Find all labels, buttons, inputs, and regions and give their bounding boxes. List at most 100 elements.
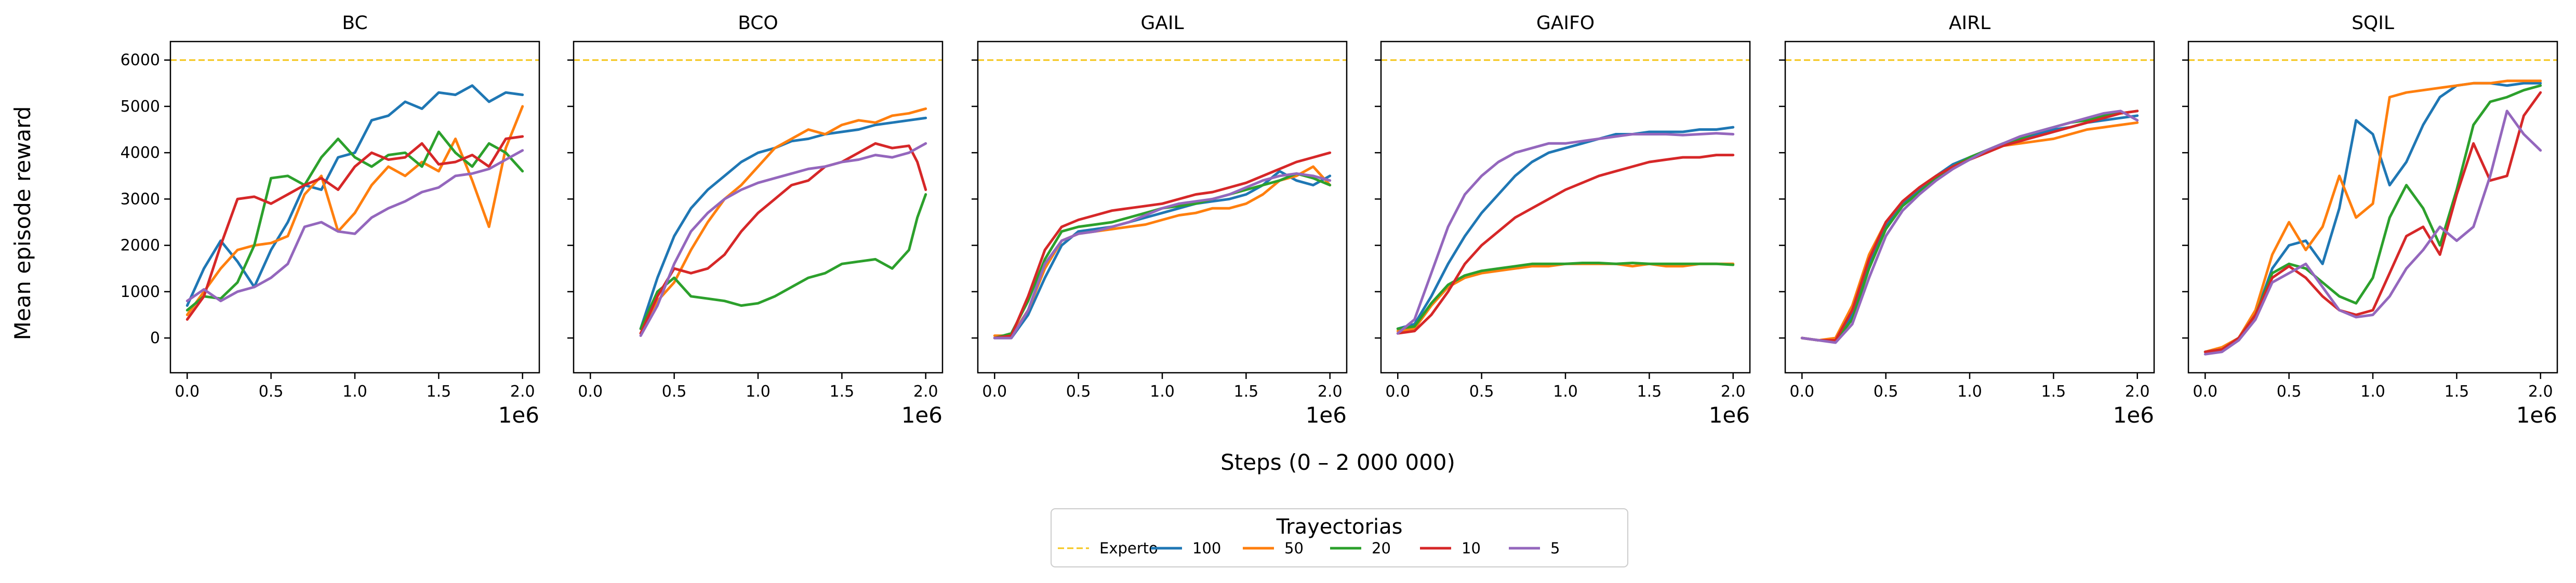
y-tick-label: 5000 (121, 98, 160, 116)
x-offset-label: 1e6 (2516, 402, 2557, 428)
x-tick-label: 1.5 (1234, 383, 1259, 401)
x-tick-label: 2.0 (2528, 383, 2553, 401)
legend-frame (1051, 508, 1628, 567)
panel-title: BC (342, 12, 367, 34)
y-tick-label: 6000 (121, 51, 160, 70)
legend-title: Trayectorias (1276, 515, 1403, 539)
axes-frame (2187, 40, 2558, 374)
series-line-5 (1800, 110, 2139, 344)
x-offset-label: 1e6 (498, 402, 539, 428)
panel-bc: BC 0 1000 2000 3000 4000 5000 6000 0.0 0.5 1.0 1.5 2… (121, 12, 540, 428)
series-line-10 (2203, 91, 2542, 354)
series-line-10 (639, 142, 927, 335)
series-line-100 (639, 116, 927, 330)
y-tick-label: 3000 (121, 190, 160, 208)
x-tick-label: 2.0 (913, 383, 938, 401)
axes-frame (977, 40, 1348, 374)
series-line-100 (993, 170, 1332, 340)
panel-title: SQIL (2352, 12, 2394, 34)
panel-title: AIRL (1949, 12, 1990, 34)
x-tick-label: 0.5 (1469, 383, 1494, 401)
panel-title: BCO (738, 12, 778, 34)
x-tick-label: 2.0 (1318, 383, 1343, 401)
x-tick-label: 1.0 (1957, 383, 1982, 401)
y-tick-label: 1000 (121, 283, 160, 301)
legend-label: 20 (1372, 539, 1391, 557)
legend-label: 100 (1192, 539, 1221, 557)
y-tick-label: 4000 (121, 144, 160, 162)
panels-group: BC 0 1000 2000 3000 4000 5000 6000 0.0 0.5 1.0 1.5 2… (121, 12, 2558, 428)
panel-title: GAIL (1140, 12, 1184, 34)
legend: Trayectorias Experto 100 50 20 10 5 (1051, 508, 1628, 567)
legend-label: Experto (1099, 539, 1158, 557)
series-line-20 (1800, 110, 2139, 342)
x-tick-label: 0.5 (1066, 383, 1091, 401)
x-tick-label: 0.0 (1385, 383, 1410, 401)
series-line-50 (993, 165, 1332, 337)
x-tick-label: 1.5 (1637, 383, 1662, 401)
series-line-50 (2203, 79, 2542, 354)
x-tick-label: 0.0 (578, 383, 603, 401)
x-tick-label: 1.0 (746, 383, 771, 401)
x-offset-label: 1e6 (1709, 402, 1750, 428)
axes-frame (573, 40, 944, 374)
series-line-5 (639, 142, 927, 337)
x-tick-label: 0.0 (982, 383, 1007, 401)
x-offset-label: 1e6 (1306, 402, 1347, 428)
x-offset-label: 1e6 (2113, 402, 2154, 428)
x-tick-label: 0.5 (2277, 383, 2302, 401)
x-tick-label: 1.5 (2445, 383, 2469, 401)
x-tick-label: 0.5 (1874, 383, 1898, 401)
x-tick-label: 0.0 (175, 383, 200, 401)
x-axis-title: Steps (0 – 2 000 000) (1220, 450, 1455, 475)
x-tick-label: 1.5 (830, 383, 855, 401)
x-tick-label: 0.5 (662, 383, 687, 401)
legend-items: Experto 100 50 20 10 5 (1058, 539, 1560, 557)
series-line-20 (1396, 262, 1735, 330)
x-tick-label: 2.0 (1721, 383, 1746, 401)
series-line-5 (993, 172, 1332, 340)
x-tick-label: 1.0 (1553, 383, 1578, 401)
x-tick-label: 2.0 (2125, 383, 2150, 401)
series-line-5 (2203, 110, 2542, 356)
x-tick-label: 1.0 (2360, 383, 2385, 401)
x-tick-label: 1.5 (427, 383, 452, 401)
y-tick-label: 2000 (121, 237, 160, 255)
y-tick-label: 0 (150, 329, 160, 347)
x-tick-label: 1.0 (342, 383, 367, 401)
y-axis-title: Mean episode reward (10, 106, 35, 341)
series-line-50 (185, 105, 524, 316)
x-tick-label: 2.0 (510, 383, 535, 401)
series-line-5 (1396, 132, 1735, 335)
x-tick-label: 1.5 (2041, 383, 2066, 401)
legend-label: 10 (1462, 539, 1481, 557)
series-line-20 (185, 130, 524, 311)
series-line-100 (185, 84, 524, 307)
series-line-20 (639, 193, 927, 330)
series-line-20 (993, 172, 1332, 340)
axes-frame (169, 40, 540, 374)
axes-frame (1380, 40, 1751, 374)
series-line-100 (1396, 126, 1735, 330)
x-tick-label: 1.0 (1150, 383, 1175, 401)
series-line-5 (185, 149, 524, 303)
series-line-10 (1396, 154, 1735, 335)
series-line-50 (639, 107, 927, 335)
x-tick-label: 0.0 (2193, 383, 2218, 401)
x-tick-label: 0.5 (259, 383, 284, 401)
legend-label: 5 (1550, 539, 1560, 557)
panel-title: GAIFO (1536, 12, 1595, 34)
legend-label: 50 (1284, 539, 1304, 557)
series-line-10 (185, 135, 524, 321)
series-line-50 (1396, 262, 1735, 333)
x-offset-label: 1e6 (901, 402, 942, 428)
x-tick-label: 0.0 (1789, 383, 1814, 401)
axes-frame (1784, 40, 2155, 374)
series-line-10 (993, 151, 1332, 340)
